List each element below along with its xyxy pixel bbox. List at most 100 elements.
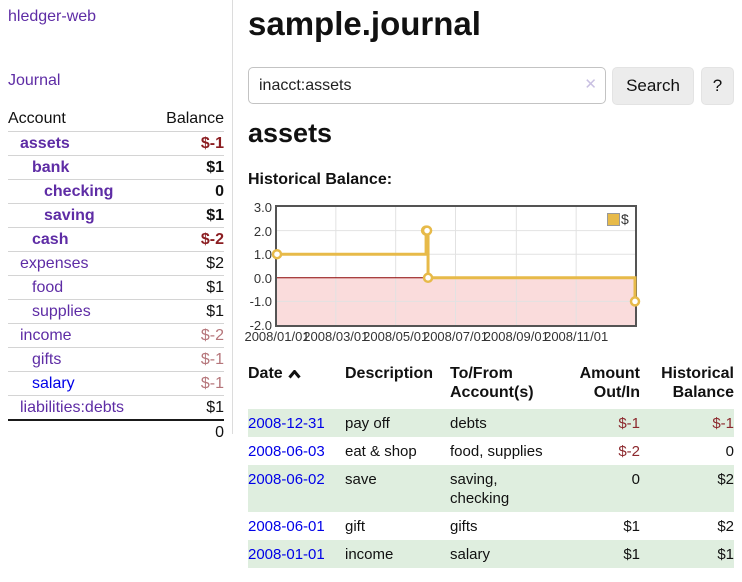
transaction-accounts: salary bbox=[450, 546, 491, 563]
account-link-income[interactable]: income bbox=[20, 327, 72, 344]
series-swatch-icon bbox=[607, 212, 620, 226]
amount-column-header: Amount Out/In bbox=[579, 365, 640, 401]
page-title: sample.journal bbox=[248, 5, 481, 42]
total-balance: 0 bbox=[215, 424, 224, 441]
account-column-header: Account bbox=[8, 110, 66, 127]
account-link-food[interactable]: food bbox=[32, 279, 64, 296]
register-table: Date Description To/From Account(s) Amou… bbox=[248, 362, 734, 568]
account-link-liabilities-debts[interactable]: liabilities:debts bbox=[20, 399, 125, 416]
transaction-row: 2008-06-01 gift gifts $1 $2 bbox=[248, 512, 734, 540]
account-row-income: income $-2 bbox=[8, 323, 224, 347]
account-link-expenses[interactable]: expenses bbox=[20, 255, 89, 272]
account-heading: assets bbox=[248, 118, 333, 148]
chart-title: Historical Balance: bbox=[248, 171, 393, 188]
account-balance: $-1 bbox=[200, 351, 224, 368]
transaction-date-link[interactable]: 2008-06-03 bbox=[248, 443, 325, 460]
account-row-assets: assets $-1 bbox=[8, 131, 224, 155]
account-balance: $1 bbox=[206, 159, 224, 176]
transaction-amount: $1 bbox=[623, 518, 640, 535]
date-column-header[interactable]: Date bbox=[248, 362, 345, 409]
y-axis-tick-label: 2.0 bbox=[253, 223, 272, 239]
account-link-cash[interactable]: cash bbox=[32, 231, 69, 248]
account-link-checking[interactable]: checking bbox=[44, 183, 114, 200]
account-link-gifts[interactable]: gifts bbox=[32, 351, 62, 368]
account-row-saving: saving $1 bbox=[8, 203, 224, 227]
transaction-date-link[interactable]: 2008-06-01 bbox=[248, 518, 325, 535]
account-row-salary: salary $-1 bbox=[8, 371, 224, 395]
account-link-bank[interactable]: bank bbox=[32, 159, 70, 176]
transaction-description: save bbox=[345, 471, 377, 488]
transaction-row: 2008-12-31 pay off debts $-1 $-1 bbox=[248, 409, 734, 437]
transaction-balance: 0 bbox=[725, 443, 734, 460]
transaction-amount: $-1 bbox=[618, 415, 640, 432]
help-button[interactable]: ? bbox=[701, 67, 734, 105]
account-row-bank: bank $1 bbox=[8, 155, 224, 179]
transaction-amount: $-2 bbox=[618, 443, 640, 460]
account-link-saving[interactable]: saving bbox=[44, 207, 95, 224]
account-row-supplies: supplies $1 bbox=[8, 299, 224, 323]
y-axis-tick-label: 3.0 bbox=[253, 200, 272, 215]
account-balance: $1 bbox=[206, 399, 224, 416]
account-total-row: 0 bbox=[8, 419, 224, 444]
account-balance: $-1 bbox=[200, 375, 224, 392]
transaction-date-link[interactable]: 2008-12-31 bbox=[248, 415, 325, 432]
x-axis-tick-label: 2008/09/01 bbox=[483, 329, 549, 344]
account-balance: $-2 bbox=[200, 231, 224, 248]
account-row-expenses: expenses $2 bbox=[8, 251, 224, 275]
transaction-accounts: gifts bbox=[450, 518, 478, 535]
transaction-balance: $-1 bbox=[712, 415, 734, 432]
x-axis-tick-label: 2008/07/01 bbox=[422, 329, 489, 344]
account-table-header: Account Balance bbox=[8, 107, 224, 131]
transaction-date-link[interactable]: 2008-06-02 bbox=[248, 471, 325, 488]
account-row-gifts: gifts $-1 bbox=[8, 347, 224, 371]
transaction-row: 2008-06-03 eat & shop food, supplies $-2… bbox=[248, 437, 734, 465]
register-header-row: Date Description To/From Account(s) Amou… bbox=[248, 362, 734, 409]
description-column-header: Description bbox=[345, 365, 434, 382]
y-axis-tick-label: 1.0 bbox=[253, 247, 272, 263]
clear-search-icon[interactable]: ✕ bbox=[584, 76, 597, 93]
x-axis-tick-label: 2008/05/01 bbox=[363, 329, 429, 344]
transaction-accounts: saving, checking bbox=[450, 471, 510, 507]
transaction-balance: $1 bbox=[717, 546, 734, 563]
transaction-date-link[interactable]: 2008-01-01 bbox=[248, 546, 325, 563]
y-axis-tick-label: -2.0 bbox=[249, 318, 272, 333]
y-axis-tick-label: 0.0 bbox=[253, 270, 272, 286]
account-balance: $1 bbox=[206, 279, 224, 296]
account-row-food: food $1 bbox=[8, 275, 224, 299]
account-row-liabilities-debts: liabilities:debts $1 bbox=[8, 395, 224, 419]
chart-plot-area bbox=[271, 205, 641, 327]
transaction-accounts: debts bbox=[450, 415, 487, 432]
transaction-amount: 0 bbox=[631, 471, 640, 488]
transaction-accounts: food, supplies bbox=[450, 443, 543, 460]
chart-legend: $ bbox=[607, 211, 629, 227]
sidebar-item-journal[interactable]: Journal bbox=[8, 72, 61, 89]
transaction-description: income bbox=[345, 546, 394, 563]
account-balance: $-1 bbox=[200, 135, 224, 152]
transaction-description: eat & shop bbox=[345, 443, 417, 460]
account-balance: $1 bbox=[206, 303, 224, 320]
balance-column-header: Historical Balance bbox=[661, 365, 734, 401]
account-link-assets[interactable]: assets bbox=[20, 135, 70, 152]
transaction-balance: $2 bbox=[717, 471, 734, 488]
account-link-salary[interactable]: salary bbox=[32, 375, 75, 392]
x-axis-tick-label: 2008/03/01 bbox=[303, 329, 369, 344]
historical-balance-chart: $ 3.0 2.0 1.0 0.0 -1.0 -2.0 2008/01/01 2008/03… bbox=[244, 200, 734, 345]
x-axis-tick-label: 2008/11/01 bbox=[544, 329, 609, 344]
search-input[interactable] bbox=[248, 67, 606, 104]
balance-column-header: Balance bbox=[166, 110, 224, 127]
transaction-description: gift bbox=[345, 518, 366, 535]
sidebar: hledger-web Journal Account Balance asse… bbox=[0, 0, 233, 441]
transaction-row: 2008-01-01 income salary $1 $1 bbox=[248, 540, 734, 568]
sort-ascending-icon bbox=[288, 369, 301, 379]
account-link-supplies[interactable]: supplies bbox=[32, 303, 91, 320]
tofrom-column-header: To/From Account(s) bbox=[450, 365, 534, 401]
transaction-amount: $1 bbox=[623, 546, 640, 563]
account-balance: $1 bbox=[206, 207, 224, 224]
account-balance: 0 bbox=[215, 183, 224, 200]
search-button[interactable]: Search bbox=[612, 67, 694, 105]
app-brand-link[interactable]: hledger-web bbox=[8, 8, 97, 25]
search-bar: ✕ Search ? bbox=[248, 67, 738, 105]
legend-label: $ bbox=[621, 211, 629, 227]
account-row-checking: checking 0 bbox=[8, 179, 224, 203]
transaction-balance: $2 bbox=[717, 518, 734, 535]
